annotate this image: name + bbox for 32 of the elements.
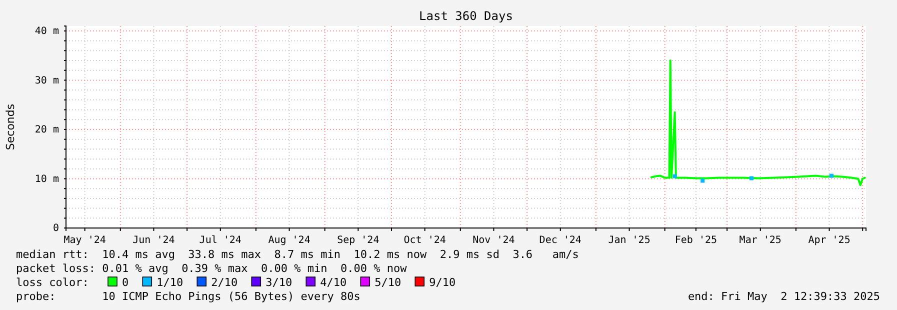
x-tick-label: Jan '25 [608, 235, 650, 246]
x-tick-label: May '24 [64, 235, 106, 246]
chart-title: Last 360 Days [419, 9, 513, 23]
y-tick-label: 20 m [34, 124, 59, 136]
x-tick-label: Jun '24 [132, 235, 175, 246]
y-tick-label: 40 m [34, 26, 59, 38]
legend-label: 2/10 [211, 276, 238, 289]
x-tick-label: Oct '24 [404, 235, 446, 246]
text: median rtt: 10.4 ms avg 33.8 ms max 8.7 ms min 10.2 ms now 2.9 ms sd 3.6 am/s [16, 248, 579, 261]
legend-title: loss color: [16, 276, 89, 289]
x-tick-label: Apr '25 [808, 235, 850, 246]
legend-label: 3/10 [266, 276, 292, 289]
y-axis-title: Seconds [4, 104, 17, 150]
y-tick-label: 30 m [34, 75, 59, 86]
x-tick-label: Jul '24 [199, 235, 242, 246]
y-tick-label: 0 [52, 223, 59, 234]
x-tick-label: Dec '24 [539, 235, 582, 246]
text: probe: 10 ICMP Echo Pings (56 Bytes) every 80s [16, 290, 360, 303]
legend-label: 4/10 [320, 276, 347, 289]
legend-label: 1/10 [156, 276, 184, 289]
x-tick-label: Nov '24 [472, 235, 515, 246]
text: packet loss: 0.01 % avg 0.39 % max 0.00 % min 0.00 % now [16, 262, 408, 275]
legend-label: 0 [122, 276, 129, 289]
legend-label: 9/10 [429, 276, 456, 289]
x-tick-label: Mar '25 [739, 235, 782, 246]
x-tick-label: Feb '25 [674, 235, 718, 246]
text: end: Fri May 2 12:39:33 2025 [688, 290, 880, 303]
line-series [650, 59, 866, 186]
x-tick-label: Aug '24 [268, 235, 310, 246]
y-tick-label: 10 m [34, 174, 59, 185]
legend-label: 5/10 [374, 276, 402, 289]
x-tick-label: Sep '24 [337, 235, 380, 246]
